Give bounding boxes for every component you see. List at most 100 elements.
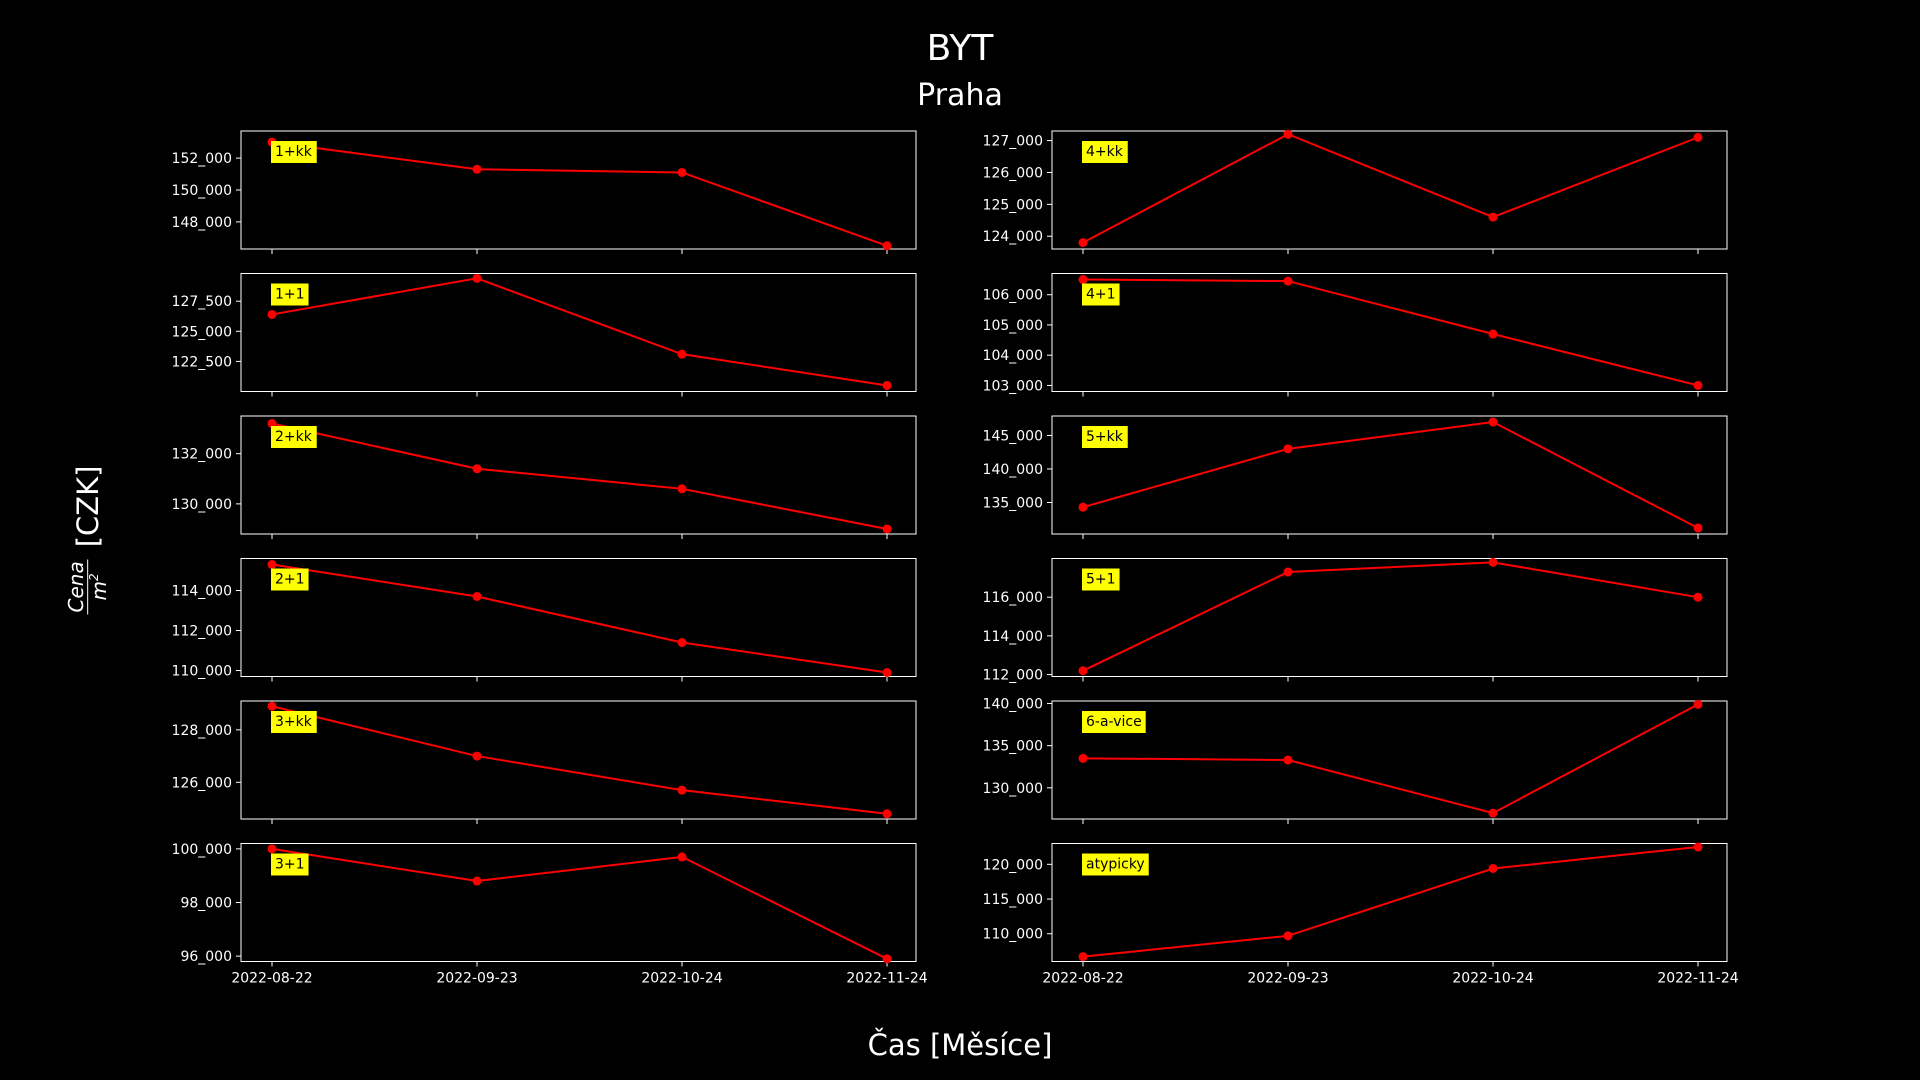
x-tick-label: 2022-11-24 [846, 971, 927, 987]
y-tick-label: 145_000 [983, 428, 1043, 444]
x-tick-label: 2022-08-22 [231, 971, 312, 987]
subplot-frame [1051, 130, 1728, 250]
subplot-label: atypicky [1086, 857, 1145, 873]
subplot-label: 1+kk [275, 144, 313, 160]
y-tick-label: 150_000 [172, 183, 232, 199]
data-point [677, 638, 687, 647]
data-point [677, 484, 687, 494]
y-tick-label: 110_000 [172, 664, 232, 680]
y-tick-label: 130_000 [172, 497, 232, 513]
y-tick-label: 110_000 [983, 927, 1043, 943]
subplot-frame [240, 130, 917, 250]
data-point [677, 349, 687, 359]
data-point [1283, 444, 1293, 454]
subplot-label-box [1082, 711, 1146, 733]
chart-title: BYT [926, 28, 994, 69]
y-tick-label: 124_000 [983, 229, 1043, 245]
data-point [267, 844, 277, 854]
data-point [1488, 808, 1498, 818]
y-tick-label: 120_000 [983, 857, 1043, 873]
y-tick-label: 125_000 [983, 197, 1043, 213]
data-point [1283, 276, 1293, 286]
y-tick-label: 140_000 [983, 462, 1043, 478]
data-point [1078, 952, 1088, 962]
x-tick-label: 2022-08-22 [1042, 971, 1123, 987]
data-point [677, 167, 687, 177]
data-point [267, 419, 277, 429]
subplot-label-box [1082, 853, 1149, 876]
data-point [472, 164, 482, 174]
subplot-frame [240, 843, 917, 962]
data-point [1488, 557, 1498, 567]
subplot-label: 1+1 [275, 287, 305, 303]
series-line [1082, 133, 1699, 244]
data-point [1283, 931, 1293, 941]
y-tick-label: 130_000 [983, 781, 1043, 797]
data-point [1693, 132, 1703, 142]
chart-subtitle: Praha [917, 78, 1003, 113]
series-line [271, 847, 888, 960]
data-point [1488, 417, 1498, 427]
data-point [267, 701, 277, 711]
y-tick-label: 104_000 [983, 348, 1043, 364]
y-tick-label: 114_000 [983, 629, 1043, 645]
series-line [271, 705, 888, 815]
data-point [1078, 666, 1088, 676]
y-tick-label: 98_000 [180, 896, 232, 912]
series-line [271, 422, 888, 530]
subplot-label: 6-a-vice [1086, 714, 1142, 730]
data-point [1693, 842, 1703, 852]
data-point [1693, 592, 1703, 602]
x-tick-label: 2022-09-23 [1247, 971, 1328, 987]
subplot-label: 3+1 [275, 857, 305, 873]
subplot-label: 3+kk [275, 714, 313, 730]
data-point [1488, 212, 1498, 222]
data-point [1693, 523, 1703, 533]
data-point [1283, 129, 1293, 139]
subplot-label-box [271, 426, 317, 448]
subplot-frame [240, 415, 917, 535]
subplot-label-box [271, 283, 309, 306]
data-point [267, 309, 277, 319]
subplot-label-box [271, 711, 317, 733]
series-line [1082, 421, 1699, 529]
y-tick-label: 132_000 [172, 447, 232, 463]
data-point [472, 876, 482, 886]
y-tick-label: 135_000 [983, 495, 1043, 511]
data-point [1693, 380, 1703, 390]
data-point [882, 524, 892, 534]
data-point [677, 785, 687, 795]
y-tick-label: 112_000 [172, 624, 232, 640]
subplot-label: 2+kk [275, 429, 313, 445]
subplot-label-box [271, 568, 309, 591]
subplot-frame [240, 273, 917, 392]
y-tick-label: 127_500 [172, 294, 232, 310]
subplot-frame [1051, 415, 1728, 535]
y-tick-label: 125_000 [172, 324, 232, 340]
subplot-label: 4+1 [1086, 287, 1116, 303]
y-tick-label: 106_000 [983, 288, 1043, 304]
y-tick-label: 105_000 [983, 318, 1043, 334]
data-point [472, 592, 482, 601]
y-tick-label: 128_000 [172, 723, 232, 739]
subplot-label-box [271, 853, 309, 876]
y-tick-label: 116_000 [983, 590, 1043, 606]
data-point [1488, 329, 1498, 339]
y-tick-label: 115_000 [983, 892, 1043, 908]
x-tick-label: 2022-09-23 [436, 971, 517, 987]
series-line [271, 563, 888, 674]
data-point [472, 751, 482, 761]
data-point [1283, 567, 1293, 577]
y-tick-label: 135_000 [983, 739, 1043, 755]
y-tick-label: 96_000 [180, 949, 232, 965]
subplot-label-box [1082, 283, 1120, 306]
subplot-label-box [271, 141, 317, 163]
series-line [1082, 703, 1699, 815]
y-tick-label: 122_500 [172, 354, 232, 370]
y-tick-label: 126_000 [983, 165, 1043, 181]
series-line [271, 141, 888, 247]
y-tick-label: 148_000 [172, 215, 232, 231]
y-tick-label: 152_000 [172, 151, 232, 167]
subplot-label: 2+1 [275, 572, 305, 588]
